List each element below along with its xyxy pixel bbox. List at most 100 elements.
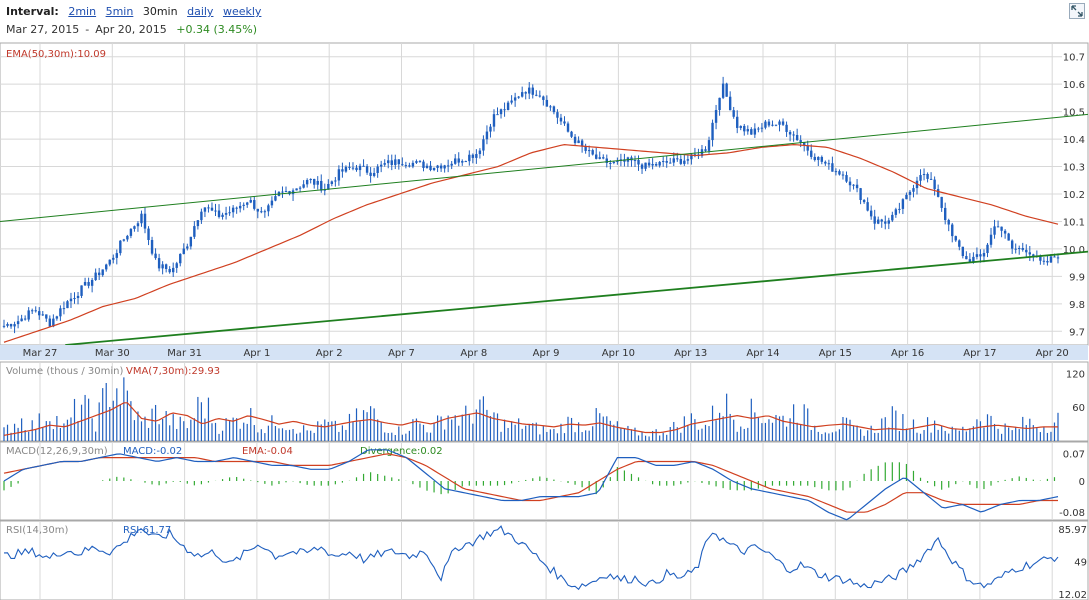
candle-body bbox=[866, 202, 869, 211]
candle-body bbox=[207, 207, 210, 209]
candle-body bbox=[263, 211, 267, 213]
candle-body bbox=[1014, 248, 1017, 250]
candle-body bbox=[753, 128, 757, 135]
candle-body bbox=[612, 161, 616, 163]
candle-body bbox=[778, 121, 781, 125]
candle-body bbox=[1032, 254, 1035, 257]
candle-body bbox=[475, 154, 478, 158]
price-ytick-label: 10.7 bbox=[1063, 53, 1085, 64]
candle-body bbox=[101, 269, 104, 276]
candle-body bbox=[55, 316, 59, 319]
candle-body bbox=[887, 220, 890, 224]
interval-5min-link[interactable]: 5min bbox=[105, 5, 134, 18]
candle-body bbox=[376, 166, 379, 173]
candle-body bbox=[20, 318, 23, 322]
date-tick-label: Apr 7 bbox=[388, 348, 415, 359]
candle-body bbox=[284, 191, 288, 193]
candle-body bbox=[556, 112, 559, 118]
candle-body bbox=[898, 208, 901, 210]
candle-body bbox=[401, 164, 404, 166]
candle-body bbox=[295, 188, 298, 191]
candle-body bbox=[320, 180, 323, 191]
candle-body bbox=[411, 162, 415, 167]
candle-body bbox=[757, 128, 760, 130]
macd-value-label: MACD:-0.02 bbox=[123, 446, 182, 457]
candle-body bbox=[771, 124, 774, 126]
candle-body bbox=[305, 180, 309, 185]
candle-body bbox=[528, 87, 531, 94]
candle-body bbox=[468, 154, 471, 162]
candle-body bbox=[838, 171, 841, 175]
candle-body bbox=[168, 269, 171, 273]
date-tick-label: Apr 10 bbox=[602, 348, 635, 359]
candle-body bbox=[112, 257, 115, 260]
rsi-ytick-label: 85.97 bbox=[1058, 525, 1087, 536]
candle-body bbox=[968, 259, 972, 263]
candle-body bbox=[454, 158, 457, 164]
candle-body bbox=[986, 244, 989, 254]
candle-body bbox=[750, 129, 753, 135]
candle-body bbox=[989, 234, 993, 245]
candle-body bbox=[736, 116, 739, 128]
rsi-legend: RSI(14,30m) bbox=[6, 525, 69, 536]
date-range: Mar 27, 2015- Apr 20, 2015 +0.34 (3.45%) bbox=[6, 23, 257, 36]
candle-body bbox=[598, 157, 601, 159]
rsi-ytick-label: 49 bbox=[1074, 557, 1087, 568]
candle-body bbox=[841, 174, 845, 176]
candle-body bbox=[235, 207, 238, 209]
candle-body bbox=[718, 97, 721, 110]
interval-2min-link[interactable]: 2min bbox=[68, 5, 97, 18]
candle-body bbox=[683, 160, 686, 164]
candle-body bbox=[154, 253, 157, 259]
candle-body bbox=[693, 154, 697, 156]
candle-body bbox=[926, 173, 929, 179]
candle-body bbox=[351, 167, 355, 169]
candle-body bbox=[686, 159, 690, 161]
candle-body bbox=[390, 160, 393, 165]
candle-body bbox=[1053, 256, 1056, 258]
candle-body bbox=[679, 159, 683, 164]
candle-body bbox=[200, 211, 203, 221]
expand-button[interactable] bbox=[1069, 3, 1085, 19]
candle-body bbox=[993, 226, 996, 235]
candle-body bbox=[1003, 230, 1007, 234]
price-ytick-label: 9.8 bbox=[1069, 300, 1085, 311]
candle-body bbox=[164, 264, 168, 270]
candle-body bbox=[73, 298, 76, 300]
chart-header: Interval: 2min 5min 30min daily weekly M… bbox=[0, 0, 1089, 42]
candle-body bbox=[848, 181, 852, 186]
candle-body bbox=[489, 126, 492, 132]
candle-body bbox=[267, 205, 270, 212]
interval-label: Interval: bbox=[6, 5, 59, 18]
interval-30min-current: 30min bbox=[142, 5, 178, 18]
volume-legend: Volume (thous / 30min) bbox=[6, 366, 124, 377]
candle-body bbox=[210, 207, 214, 211]
interval-daily-link[interactable]: daily bbox=[187, 5, 214, 18]
candle-body bbox=[27, 310, 30, 320]
candle-body bbox=[535, 94, 538, 96]
candle-body bbox=[975, 254, 979, 257]
candle-body bbox=[23, 318, 27, 320]
candle-body bbox=[520, 92, 524, 97]
candle-body bbox=[665, 161, 668, 163]
candle-body bbox=[1025, 249, 1028, 253]
candle-body bbox=[52, 318, 55, 327]
candle-body bbox=[224, 213, 228, 215]
interval-weekly-link[interactable]: weekly bbox=[222, 5, 262, 18]
candle-body bbox=[478, 150, 482, 155]
ema-legend: EMA(50,30m):10.09 bbox=[6, 49, 106, 60]
candle-body bbox=[788, 131, 792, 135]
vol-panel-frame bbox=[0, 361, 1089, 442]
end-date: Apr 20, 2015 bbox=[95, 23, 167, 36]
candle-body bbox=[203, 207, 207, 212]
candle-body bbox=[97, 272, 101, 276]
candle-body bbox=[831, 163, 834, 172]
candle-body bbox=[912, 188, 915, 192]
candle-body bbox=[217, 210, 221, 217]
candle-body bbox=[587, 150, 591, 152]
candle-body bbox=[940, 196, 943, 208]
candle-body bbox=[105, 264, 108, 270]
candle-body bbox=[59, 308, 62, 317]
candle-body bbox=[570, 131, 573, 137]
macd-ytick-label: -0.08 bbox=[1059, 508, 1085, 519]
